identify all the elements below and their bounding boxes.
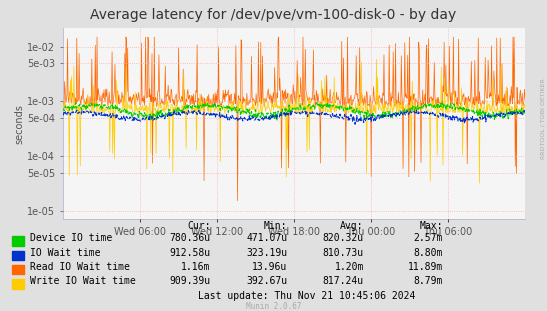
- Text: 8.79m: 8.79m: [414, 276, 443, 286]
- Text: 912.58u: 912.58u: [170, 248, 211, 258]
- Text: Last update: Thu Nov 21 10:45:06 2024: Last update: Thu Nov 21 10:45:06 2024: [197, 291, 415, 301]
- Text: 2.57m: 2.57m: [414, 233, 443, 243]
- Text: 817.24u: 817.24u: [323, 276, 364, 286]
- Text: Avg:: Avg:: [340, 220, 364, 230]
- Text: Device IO time: Device IO time: [30, 233, 112, 243]
- Text: 780.36u: 780.36u: [170, 233, 211, 243]
- Text: Write IO Wait time: Write IO Wait time: [30, 276, 135, 286]
- Text: Read IO Wait time: Read IO Wait time: [30, 262, 130, 272]
- Text: 810.73u: 810.73u: [323, 248, 364, 258]
- Text: 13.96u: 13.96u: [252, 262, 287, 272]
- Text: 820.32u: 820.32u: [323, 233, 364, 243]
- Text: Munin 2.0.67: Munin 2.0.67: [246, 301, 301, 310]
- Text: RRDTOOL / TOBI OETIKER: RRDTOOL / TOBI OETIKER: [541, 78, 546, 159]
- Text: Average latency for /dev/pve/vm-100-disk-0 - by day: Average latency for /dev/pve/vm-100-disk…: [90, 8, 457, 22]
- Text: 8.80m: 8.80m: [414, 248, 443, 258]
- Text: 471.07u: 471.07u: [246, 233, 287, 243]
- Text: 323.19u: 323.19u: [246, 248, 287, 258]
- Text: 11.89m: 11.89m: [408, 262, 443, 272]
- Text: 909.39u: 909.39u: [170, 276, 211, 286]
- Text: 392.67u: 392.67u: [246, 276, 287, 286]
- Y-axis label: seconds: seconds: [14, 104, 25, 144]
- Text: 1.20m: 1.20m: [334, 262, 364, 272]
- Text: IO Wait time: IO Wait time: [30, 248, 100, 258]
- Text: Cur:: Cur:: [187, 220, 211, 230]
- Text: Min:: Min:: [264, 220, 287, 230]
- Text: 1.16m: 1.16m: [181, 262, 211, 272]
- Text: Max:: Max:: [420, 220, 443, 230]
